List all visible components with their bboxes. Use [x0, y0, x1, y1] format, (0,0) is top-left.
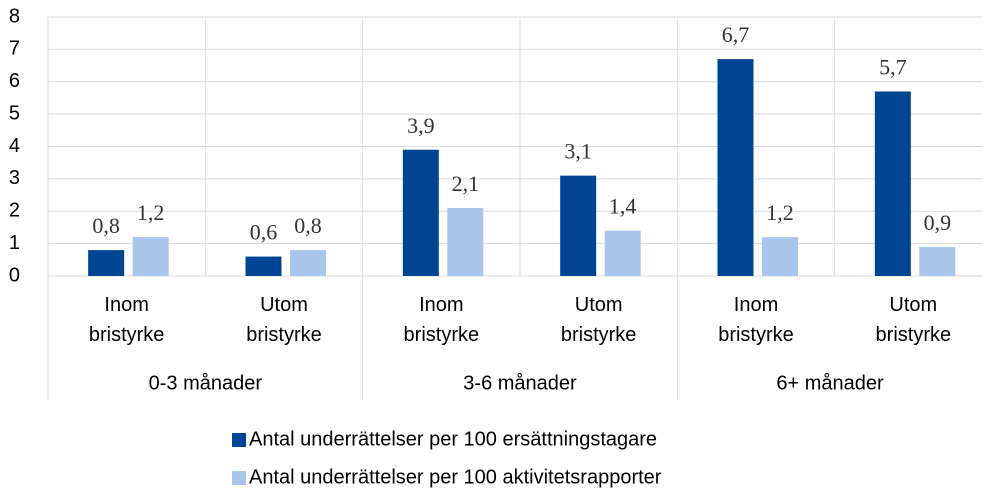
- value-label: 1,4: [609, 194, 637, 219]
- bar: [245, 256, 282, 276]
- y-tick-label: 6: [9, 70, 20, 92]
- bar: [560, 175, 597, 276]
- bar: [874, 91, 911, 277]
- x-tick-label: Inom bristyrke: [718, 294, 794, 346]
- group-label: 3-6 månader: [463, 372, 577, 394]
- x-tick-label: Utom bristyrke: [560, 294, 637, 346]
- y-tick-label: 5: [9, 102, 20, 124]
- y-tick-label: 3: [9, 167, 20, 189]
- bar: [132, 237, 169, 276]
- y-tick-label: 0: [9, 264, 20, 286]
- bar: [447, 208, 484, 276]
- x-tick-label: Utom bristyrke: [246, 294, 322, 346]
- x-tick-label: Utom bristyrke: [875, 294, 952, 346]
- bar: [717, 59, 754, 277]
- bar: [919, 246, 956, 276]
- value-label: 1,2: [766, 200, 794, 225]
- legend-label: Antal underrättelser per 100 ersättnings…: [249, 428, 657, 450]
- value-label: 3,9: [407, 113, 435, 138]
- x-tick-label: Inom bristyrke: [88, 294, 165, 346]
- value-label: 2,1: [452, 171, 480, 196]
- legend-swatch: [232, 471, 246, 485]
- bar: [762, 237, 798, 276]
- value-label: 1,2: [137, 200, 165, 225]
- value-label: 3,1: [564, 139, 592, 164]
- y-tick-label: 4: [9, 135, 20, 157]
- y-tick-label: 2: [9, 200, 20, 222]
- bar: [290, 250, 326, 276]
- group-label: 6+ månader: [776, 372, 884, 394]
- y-tick-label: 1: [9, 232, 20, 254]
- value-label: 0,8: [294, 213, 322, 238]
- legend-swatch: [232, 433, 246, 447]
- y-tick-label: 7: [9, 38, 20, 60]
- y-tick-label: 8: [9, 5, 20, 27]
- x-tick-label: Inom bristyrke: [403, 294, 480, 346]
- bar: [604, 230, 641, 276]
- value-label: 6,7: [722, 22, 750, 47]
- legend-label: Antal underrättelser per 100 aktivitetsr…: [249, 466, 662, 488]
- value-label: 0,9: [924, 210, 952, 235]
- bar: [402, 149, 439, 276]
- group-label: 0-3 månader: [149, 372, 263, 394]
- value-label: 5,7: [879, 55, 907, 80]
- value-label: 0,8: [92, 213, 120, 238]
- bar: [88, 250, 125, 276]
- value-label: 0,6: [250, 220, 278, 245]
